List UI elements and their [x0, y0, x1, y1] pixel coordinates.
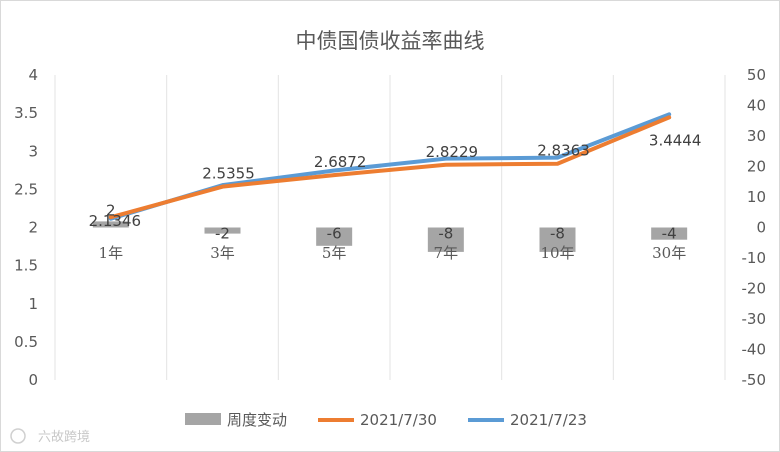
- y-right-tick-label: -10: [742, 249, 767, 267]
- watermark-logo: [10, 428, 26, 444]
- y-right-tick-label: -40: [742, 341, 767, 359]
- line-series-2021-7-30: [108, 115, 672, 220]
- bar-weekly-change: [204, 227, 241, 234]
- bar-data-label: -8: [550, 225, 565, 243]
- legend[interactable]: 周度变动 2021/7/30 2021/7/23: [185, 411, 587, 429]
- point-2021-7-30: [444, 162, 448, 167]
- gridlines: [54, 75, 726, 380]
- point-2021-7-30: [667, 115, 671, 120]
- y-right-tick-label: -20: [742, 280, 767, 298]
- point-2021-7-23: [555, 155, 560, 160]
- legend-swatch-bar: [185, 413, 221, 425]
- bar-weekly-change: [427, 227, 464, 252]
- watermark-text: 六故跨境: [38, 430, 90, 445]
- y-right-tick-label: 10: [747, 188, 766, 206]
- point-2021-7-23: [667, 112, 671, 117]
- line-data-label: 2.1346: [89, 212, 142, 230]
- point-2021-7-23: [444, 156, 448, 161]
- y-right-tick-label: 20: [747, 158, 766, 176]
- y-left-tick-label: 2.5: [14, 180, 38, 198]
- bar-data-label: -6: [327, 225, 342, 243]
- point-2021-7-30: [555, 161, 560, 166]
- bar-weekly-change: [316, 227, 353, 246]
- bar-data-label: -8: [438, 225, 453, 243]
- y-left-tick-label: 2: [28, 219, 38, 237]
- axes: 0 0.5 1 1.5 2 2.5 3 3.5 4 -50 -40 -30 -20 -10 0 10 20 30 4…: [14, 66, 766, 389]
- y-left-tick-label: 3.5: [14, 104, 38, 122]
- y-left-tick-label: 0: [28, 371, 38, 389]
- y-right-tick-label: 0: [756, 219, 766, 237]
- chart-title: 中债国债收益率曲线: [296, 29, 485, 53]
- bar-data-label: -4: [662, 225, 677, 243]
- y-left-tick-label: 1: [28, 295, 38, 313]
- y-left-tick-label: 0.5: [14, 333, 38, 351]
- bar-weekly-change: [539, 227, 576, 252]
- line-data-label: 2.8229: [426, 143, 479, 161]
- line-data-label: 2.6872: [314, 153, 367, 171]
- legend-label: 2021/7/23: [510, 411, 587, 429]
- line-data-label: 2.5355: [202, 165, 255, 183]
- bar-data-label: 2: [106, 201, 116, 219]
- line-series: [108, 112, 672, 221]
- bar-data-label: -2: [215, 225, 230, 243]
- y-right-tick-label: 40: [747, 97, 766, 115]
- y-left-tick-label: 3: [28, 142, 38, 160]
- y-right-tick-label: -30: [742, 310, 767, 328]
- x-category-label: 10年: [540, 244, 574, 262]
- point-2021-7-30: [220, 184, 225, 189]
- y-left-tick-label: 4: [28, 66, 38, 84]
- legend-item[interactable]: 2021/7/23: [468, 411, 587, 429]
- x-category-label: 5年: [322, 244, 347, 262]
- legend-label: 周度变动: [227, 411, 287, 429]
- legend-label: 2021/7/30: [360, 411, 437, 429]
- line-data-label: 3.4444: [649, 131, 702, 149]
- x-category-label: 1年: [99, 244, 124, 262]
- line-data-label: 2.8363: [537, 142, 590, 160]
- y-right-tick-label: 30: [747, 127, 766, 145]
- legend-item[interactable]: 周度变动: [185, 411, 287, 429]
- point-2021-7-23: [332, 168, 336, 173]
- bar-weekly-change: [651, 227, 688, 240]
- data-labels: 2 -2 -6 -8 -8 -4 2.1346 2.5355 2.6872 2.8229 2.836…: [89, 131, 702, 242]
- x-category-label: 3年: [210, 244, 235, 262]
- point-2021-7-30: [109, 215, 113, 220]
- legend-item[interactable]: 2021/7/30: [318, 411, 437, 429]
- y-right-tick-label: 50: [747, 66, 766, 84]
- x-category-label: 7年: [434, 244, 459, 262]
- x-category-label: 30年: [652, 244, 686, 262]
- bar-series: [92, 221, 688, 252]
- y-left-tick-label: 1.5: [14, 257, 38, 275]
- point-2021-7-30: [332, 173, 336, 177]
- y-right-tick-label: -50: [742, 371, 767, 389]
- bar-weekly-change: [92, 221, 129, 228]
